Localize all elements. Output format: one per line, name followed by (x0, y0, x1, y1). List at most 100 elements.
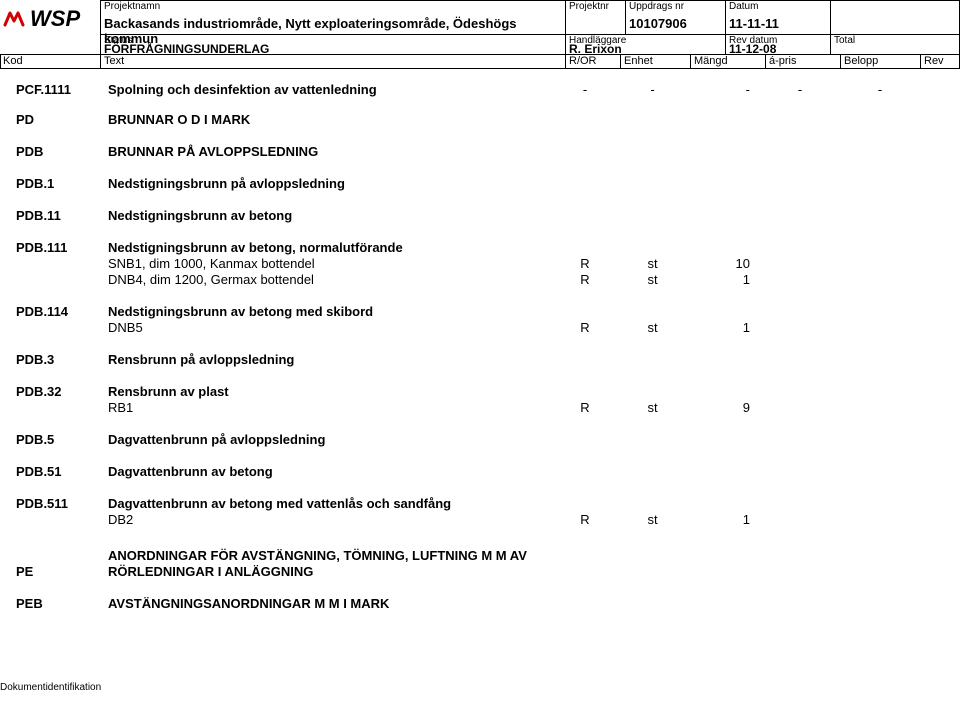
line-code: PCF.1111 (16, 82, 71, 97)
line-text: Nedstigningsbrunn av betong med skibord (108, 304, 373, 319)
line-text: DNB4, dim 1200, Germax bottendel (108, 272, 314, 287)
line-ror: R (565, 320, 605, 335)
line-text: Nedstigningsbrunn av betong (108, 208, 292, 223)
colhdr-belopp: Belopp (844, 55, 878, 67)
doc-identification: Dokumentidentifikation (0, 682, 101, 693)
line-code: PDB.111 (16, 240, 67, 255)
line-text: Rensbrunn på avloppsledning (108, 352, 294, 367)
vline-ch-belopp (840, 54, 841, 68)
logo-mark-icon (2, 7, 26, 31)
line-enhet: st (625, 320, 680, 335)
line-text: SNB1, dim 1000, Kanmax bottendel (108, 256, 315, 271)
lbl-projektnr: Projektnr (569, 1, 609, 12)
val-handlaggare: R. Erixon (569, 42, 622, 56)
vline-2 (565, 0, 566, 68)
line-mangd: 10 (695, 256, 750, 271)
line-text: Dagvattenbrunn av betong med vattenlås o… (108, 496, 451, 511)
line-row: PD BRUNNAR O D I MARK (0, 112, 960, 128)
rule-top (100, 0, 960, 1)
line-enhet: st (625, 272, 680, 287)
line-ror: R (565, 272, 605, 287)
line-text: DB2 (108, 512, 133, 527)
line-text: BRUNNAR O D I MARK (108, 112, 250, 127)
line-row: PERÖRLEDNINGAR I ANLÄGGNING (0, 564, 960, 580)
line-row: PDB.1 Nedstigningsbrunn på avloppsledning (0, 176, 960, 192)
colhdr-apris: á-pris (769, 55, 797, 67)
vline-2b (625, 0, 626, 34)
logo: WSP (2, 4, 98, 34)
line-row: ANORDNINGAR FÖR AVSTÄNGNING, TÖMNING, LU… (0, 548, 960, 564)
vline-left (0, 54, 1, 68)
line-enhet: st (625, 400, 680, 415)
vline-ch-mangd (690, 54, 691, 68)
line-mangd: - (695, 82, 750, 97)
line-text: RB1 (108, 400, 133, 415)
colhdr-enhet: Enhet (624, 55, 653, 67)
line-row: DNB5Rst1 (0, 320, 960, 336)
line-code: PEB (16, 596, 43, 611)
line-row: PDB.511 Dagvattenbrunn av betong med vatt… (0, 496, 960, 512)
vline-1 (100, 0, 101, 68)
lbl-total: Total (834, 35, 855, 46)
line-row: PDB.3 Rensbrunn på avloppsledning (0, 352, 960, 368)
line-code: PD (16, 112, 34, 127)
line-text: Nedstigningsbrunn av betong, normalutför… (108, 240, 403, 255)
line-enhet: st (625, 512, 680, 527)
line-text: Rensbrunn av plast (108, 384, 229, 399)
line-ror: - (565, 82, 605, 97)
colhdr-mangd: Mängd (694, 55, 728, 67)
line-text: Nedstigningsbrunn på avloppsledning (108, 176, 345, 191)
vline-ch-enhet (620, 54, 621, 68)
line-code: PDB.3 (16, 352, 54, 367)
val-status: FÖRFRÅGNINGSUNDERLAG (104, 42, 269, 56)
line-text: Spolning och desinfektion av vattenledni… (108, 82, 377, 97)
vline-3 (725, 0, 726, 54)
line-code: PE (16, 564, 33, 579)
line-mangd: 1 (695, 272, 750, 287)
line-mangd: 9 (695, 400, 750, 415)
page: WSP Projektnamn Projektnr Uppdrags nr Da… (0, 0, 960, 701)
line-code: PDB.5 (16, 432, 54, 447)
line-belopp: - (850, 82, 910, 97)
colhdr-text: Text (104, 55, 124, 67)
line-row: DNB4, dim 1200, Germax bottendel Rst 1 (0, 272, 960, 288)
line-row: PDB.111 Nedstigningsbrunn av betong, norm… (0, 240, 960, 256)
line-code: PDB (16, 144, 43, 159)
lbl-datum: Datum (729, 1, 758, 12)
line-code: PDB.11 (16, 208, 61, 223)
colhdr-rev: Rev (924, 55, 944, 67)
line-mangd: 1 (695, 320, 750, 335)
line-text: ANORDNINGAR FÖR AVSTÄNGNING, TÖMNING, LU… (108, 548, 527, 563)
vline-ch-rev (920, 54, 921, 68)
line-row: PCF.1111 Spolning och desinfektion av vat… (0, 82, 960, 98)
logo-text: WSP (30, 6, 80, 32)
line-code: PDB.32 (16, 384, 62, 399)
line-ror: R (565, 400, 605, 415)
colhdr-ror: R/OR (569, 55, 597, 67)
line-apris: - (770, 82, 830, 97)
line-row: PDB.51 Dagvattenbrunn av betong (0, 464, 960, 480)
line-code: PDB.114 (16, 304, 68, 319)
lbl-projektnamn: Projektnamn (104, 1, 160, 12)
line-enhet: - (625, 82, 680, 97)
line-code: PDB.511 (16, 496, 68, 511)
vline-4 (830, 0, 831, 54)
vline-ch-apris (765, 54, 766, 68)
line-row: RB1 Rst 9 (0, 400, 960, 416)
line-ror: R (565, 512, 605, 527)
colhdr-kod: Kod (3, 55, 23, 67)
line-code: PDB.1 (16, 176, 54, 191)
rule-bottom (0, 68, 960, 69)
line-text: Dagvattenbrunn på avloppsledning (108, 432, 325, 447)
line-text: BRUNNAR PÅ AVLOPPSLEDNING (108, 144, 318, 159)
line-code: PDB.51 (16, 464, 62, 479)
line-text: AVSTÄNGNINGSANORDNINGAR M M I MARK (108, 596, 389, 611)
val-datum: 11-11-11 (729, 16, 779, 31)
line-row: DB2 Rst 1 (0, 512, 960, 528)
val-uppdragsnr: 10107906 (629, 16, 687, 31)
line-mangd: 1 (695, 512, 750, 527)
line-text: Dagvattenbrunn av betong (108, 464, 273, 479)
line-row: PDB.11 Nedstigningsbrunn av betong (0, 208, 960, 224)
line-row: PDB.114 Nedstigningsbrunn av betong med s… (0, 304, 960, 320)
line-row: PDB.5 Dagvattenbrunn på avloppsledning (0, 432, 960, 448)
